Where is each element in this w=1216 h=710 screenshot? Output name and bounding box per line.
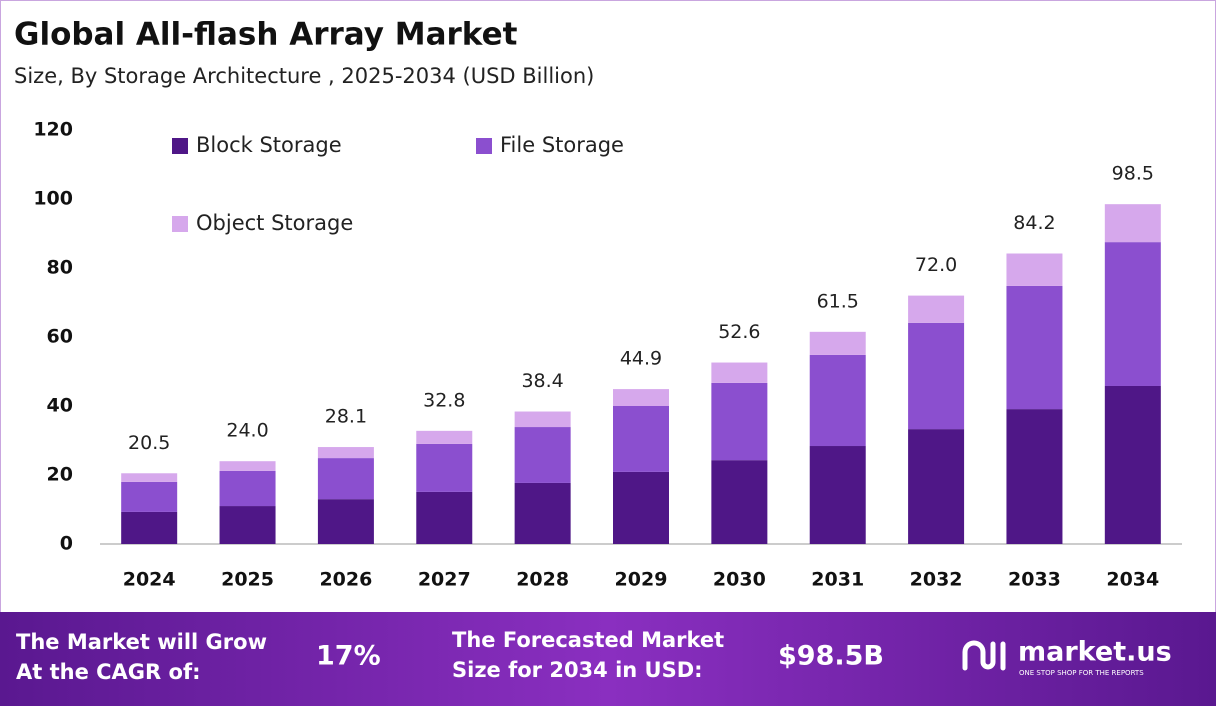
total-label: 24.0 [226, 420, 268, 442]
total-label: 44.9 [620, 348, 662, 370]
footer-band [0, 612, 1216, 706]
footer-value: $98.5B [778, 641, 884, 672]
bar-segment [1104, 385, 1161, 544]
bar-segment [613, 471, 669, 544]
footer-text: The Forecasted Market [452, 628, 724, 652]
logo-icon [962, 640, 1006, 671]
bar-segment [514, 411, 571, 428]
y-tick-label: 80 [47, 257, 73, 279]
bar-segment [1006, 285, 1063, 410]
total-label: 98.5 [1112, 163, 1154, 185]
bar-segment [613, 406, 669, 472]
bar-segment [514, 427, 571, 483]
total-label: 72.0 [915, 254, 957, 276]
total-label: 28.1 [325, 406, 367, 428]
x-tick-label: 2025 [221, 569, 274, 591]
x-tick-label: 2031 [811, 569, 864, 591]
x-tick-label: 2029 [615, 569, 668, 591]
x-tick-label: 2026 [319, 569, 372, 591]
legend-swatch [172, 216, 188, 232]
bar-segment [613, 389, 669, 406]
bar-segment [416, 443, 473, 492]
legend-label: Object Storage [196, 211, 353, 235]
bar-segment [809, 331, 866, 355]
bar-segment [809, 446, 866, 544]
bar-segment [416, 430, 473, 444]
bar-segment [219, 470, 276, 507]
total-label: 32.8 [423, 389, 465, 411]
x-tick-label: 2030 [713, 569, 766, 591]
x-tick-label: 2033 [1008, 569, 1061, 591]
bar-segment [514, 482, 571, 544]
bar-segment [219, 461, 276, 471]
chart-title: Global All-flash Array Market [14, 17, 518, 53]
bar-segment [317, 447, 374, 459]
bar-segment [711, 362, 768, 383]
bar-segment [809, 354, 866, 447]
bar-segment [908, 322, 965, 430]
x-tick-label: 2024 [123, 569, 176, 591]
footer-value: 17% [316, 641, 381, 672]
bar-segment [1104, 242, 1161, 386]
bar-segment [1006, 409, 1063, 544]
footer-text: At the CAGR of: [16, 660, 201, 684]
y-tick-label: 60 [47, 326, 73, 348]
bar-segment [317, 458, 374, 500]
chart-subtitle: Size, By Storage Architecture , 2025-203… [14, 64, 594, 88]
legend-swatch [476, 138, 492, 154]
y-tick-label: 120 [33, 119, 73, 141]
y-tick-label: 20 [47, 464, 73, 486]
x-tick-label: 2027 [418, 569, 471, 591]
bar-segment [908, 295, 965, 323]
bar-segment [121, 481, 178, 512]
bar-segment [317, 499, 374, 544]
bar-segment [1006, 253, 1063, 286]
footer-text: The Market will Grow [16, 630, 267, 654]
total-label: 38.4 [521, 370, 563, 392]
y-tick-label: 100 [33, 188, 73, 210]
legend-label: Block Storage [196, 133, 342, 157]
y-tick-label: 0 [60, 533, 73, 555]
bar-segment [121, 511, 178, 544]
x-tick-label: 2032 [910, 569, 963, 591]
bar-segment [121, 473, 178, 482]
total-label: 52.6 [718, 321, 760, 343]
bar-segment [1104, 204, 1161, 243]
bar-segment [711, 382, 768, 461]
legend-label: File Storage [500, 133, 624, 157]
logo: market.us [1018, 637, 1172, 668]
bar-segment [908, 429, 965, 544]
total-label: 61.5 [817, 290, 859, 312]
total-label: 20.5 [128, 432, 170, 454]
x-tick-label: 2034 [1106, 569, 1159, 591]
bar-segment [219, 506, 276, 544]
legend-swatch [172, 138, 188, 154]
footer-text: Size for 2034 in USD: [452, 658, 703, 682]
y-tick-label: 40 [47, 395, 73, 417]
bar-segment [416, 491, 473, 544]
logo-tagline: ONE STOP SHOP FOR THE REPORTS [1019, 669, 1144, 677]
x-tick-label: 2028 [516, 569, 569, 591]
total-label: 84.2 [1013, 212, 1055, 234]
bar-segment [711, 460, 768, 544]
